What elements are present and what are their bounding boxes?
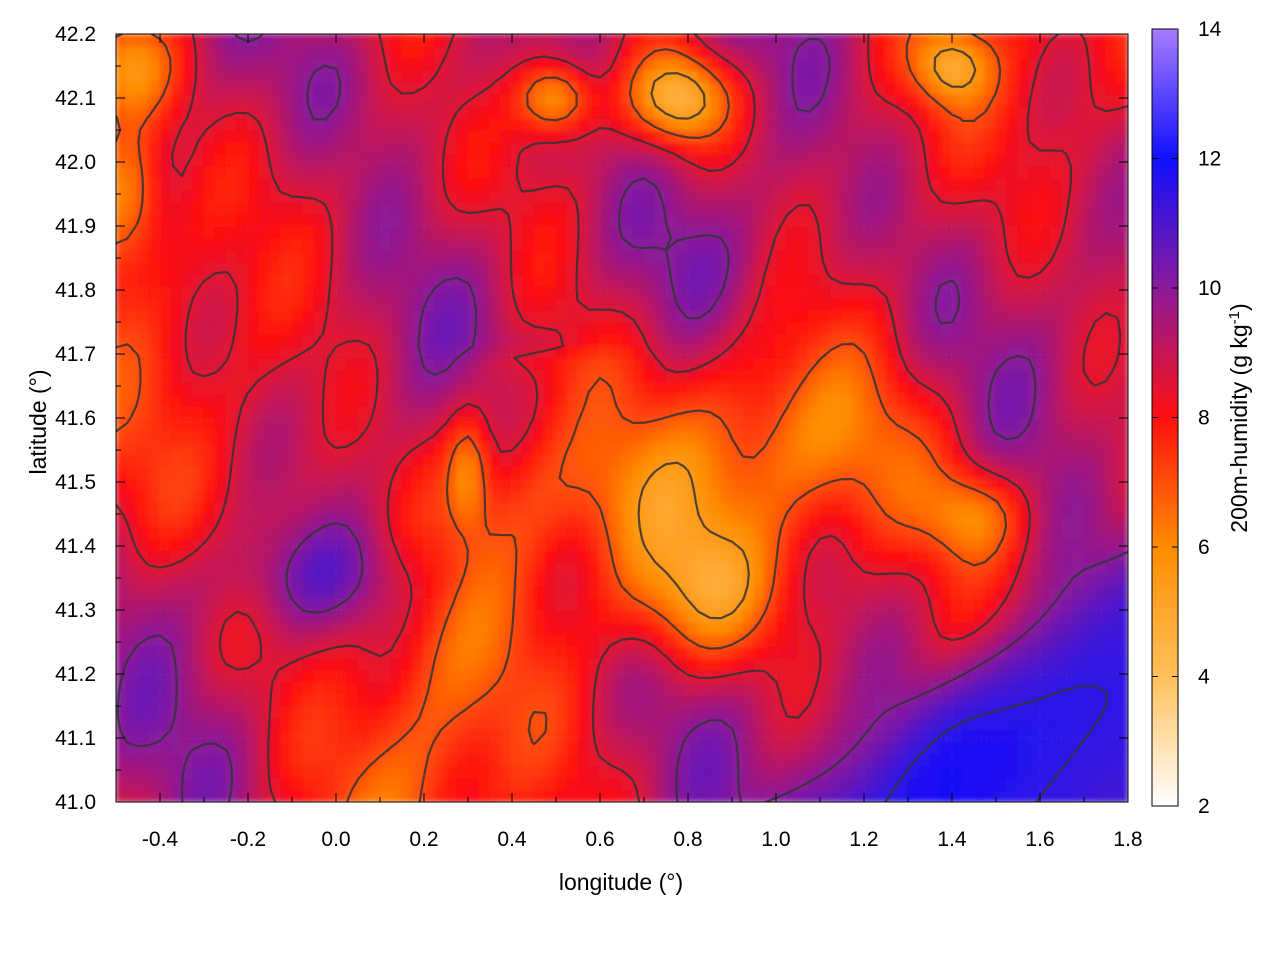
y-tick-label: 42.2 — [55, 23, 96, 46]
y-tick-label: 41.3 — [55, 599, 96, 622]
colorbar-tick-label: 10 — [1198, 277, 1221, 300]
x-tick-label: 1.2 — [849, 828, 878, 851]
y-axis: 41.0 41.1 41.2 41.3 41.4 41.5 41.6 41.7 41.8 41.9… — [55, 23, 1128, 814]
x-tick-label: 1.6 — [1025, 828, 1054, 851]
y-tick-label: 41.2 — [55, 663, 96, 686]
y-axis-title: latitude (°) — [25, 369, 51, 474]
x-tick-label: 0.4 — [497, 828, 527, 851]
y-tick-label: 41.4 — [55, 535, 96, 558]
contour-line — [116, 34, 1128, 802]
x-tick-label: 1.4 — [937, 828, 967, 851]
colorbar-tick-label: 2 — [1198, 795, 1210, 818]
contour-line — [637, 47, 977, 620]
heatmap-field — [116, 34, 1128, 802]
y-tick-label: 41.8 — [55, 279, 96, 302]
contour-line — [116, 34, 1128, 802]
y-tick-label: 41.9 — [55, 215, 96, 238]
y-tick-label: 41.0 — [55, 791, 96, 814]
y-tick-label: 42.0 — [55, 151, 96, 174]
y-tick-label: 41.5 — [55, 471, 96, 494]
y-tick-label: 42.1 — [55, 87, 96, 110]
y-tick-label: 41.1 — [55, 727, 96, 750]
x-tick-label: 0.6 — [585, 828, 614, 851]
contour-lines — [116, 34, 1128, 802]
x-tick-label: -0.4 — [142, 828, 179, 851]
x-tick-label: 0.0 — [321, 828, 350, 851]
x-axis-title: longitude (°) — [559, 869, 683, 895]
colorbar-axis: 2 4 6 8 10 12 14 — [1152, 18, 1222, 818]
x-tick-label: 0.8 — [673, 828, 702, 851]
colorbar-tick-label: 14 — [1198, 18, 1222, 41]
colorbar-tick-label: 4 — [1198, 666, 1210, 689]
colorbar-title: 200m-humidity (g kg-1) — [1226, 303, 1252, 532]
x-tick-label: 0.2 — [409, 828, 438, 851]
x-axis: -0.4 -0.2 0.0 0.2 0.4 0.6 0.8 1.0 1.2 1.4 1.6 1.8 — [115, 34, 1143, 851]
x-tick-label: 1.8 — [1113, 828, 1142, 851]
y-tick-label: 41.7 — [55, 343, 96, 366]
colorbar-tick-label: 12 — [1198, 148, 1221, 171]
colorbar-tick-label: 6 — [1198, 536, 1210, 559]
x-tick-label: -0.2 — [230, 828, 266, 851]
x-tick-label: 1.0 — [761, 828, 790, 851]
colorbar-tick-label: 8 — [1198, 407, 1210, 430]
y-tick-label: 41.6 — [55, 407, 96, 430]
